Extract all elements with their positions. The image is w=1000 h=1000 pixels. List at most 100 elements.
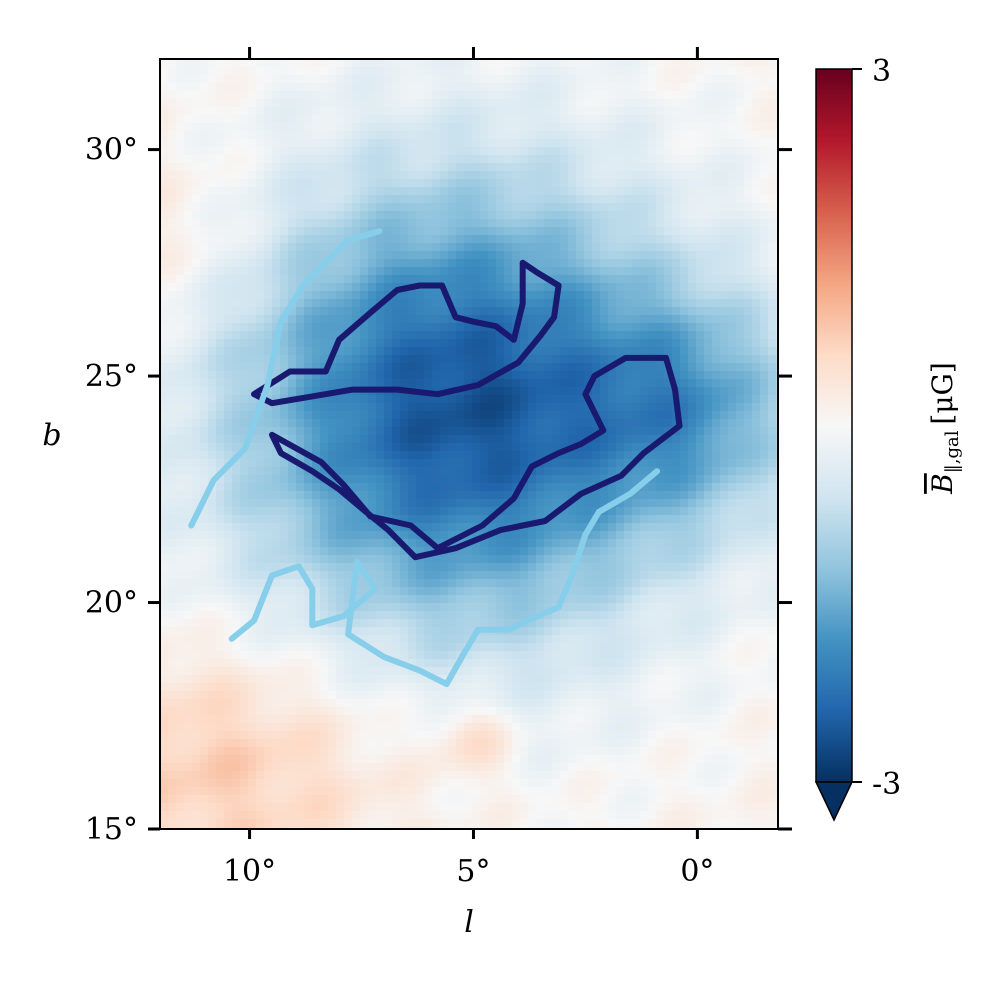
heatmap-cell <box>376 283 385 292</box>
heatmap-cell <box>704 363 713 372</box>
heatmap-cell <box>552 523 561 532</box>
heatmap-cell <box>736 443 745 452</box>
heatmap-cell <box>472 467 481 476</box>
heatmap-cell <box>312 83 321 92</box>
heatmap-cell <box>640 275 649 284</box>
heatmap-cell <box>304 563 313 572</box>
heatmap-cell <box>696 123 705 132</box>
heatmap-cell <box>584 147 593 156</box>
heatmap-cell <box>576 427 585 436</box>
heatmap-cell <box>480 499 489 508</box>
heatmap-cell <box>360 251 369 260</box>
heatmap-cell <box>584 83 593 92</box>
heatmap-cell <box>216 315 225 324</box>
heatmap-cell <box>672 107 681 116</box>
heatmap-cell <box>672 187 681 196</box>
heatmap-cell <box>224 123 233 132</box>
heatmap-cell <box>160 563 169 572</box>
heatmap-cell <box>208 491 217 500</box>
heatmap-cell <box>624 243 633 252</box>
heatmap-cell <box>192 251 201 260</box>
heatmap-cell <box>400 467 409 476</box>
heatmap-cell <box>320 91 329 100</box>
heatmap-cell <box>704 315 713 324</box>
heatmap-cell <box>544 467 553 476</box>
heatmap-cell <box>360 59 369 68</box>
heatmap-cell <box>240 131 249 140</box>
heatmap-cell <box>376 363 385 372</box>
heatmap-cell <box>688 99 697 108</box>
heatmap-cell <box>632 315 641 324</box>
heatmap-cell <box>544 459 553 468</box>
heatmap-cell <box>712 203 721 212</box>
heatmap-cell <box>480 211 489 220</box>
heatmap-cell <box>656 155 665 164</box>
heatmap-cell <box>336 163 345 172</box>
heatmap-cell <box>640 115 649 124</box>
heatmap-cell <box>664 147 673 156</box>
heatmap-cell <box>704 387 713 396</box>
heatmap-cell <box>520 251 529 260</box>
heatmap-cell <box>400 59 409 68</box>
heatmap-cell <box>200 99 209 108</box>
heatmap-cell <box>432 523 441 532</box>
heatmap-cell <box>688 195 697 204</box>
heatmap-cell <box>640 99 649 108</box>
heatmap-cell <box>488 251 497 260</box>
heatmap-cell <box>280 155 289 164</box>
heatmap-cell <box>696 299 705 308</box>
heatmap-cell <box>608 243 617 252</box>
heatmap-cell <box>448 67 457 76</box>
heatmap-cell <box>288 155 297 164</box>
heatmap-cell <box>736 195 745 204</box>
heatmap-cell <box>208 547 217 556</box>
heatmap-cell <box>648 99 657 108</box>
heatmap-cell <box>248 307 257 316</box>
heatmap-cell <box>720 219 729 228</box>
heatmap-cell <box>400 347 409 356</box>
heatmap-cell <box>728 179 737 188</box>
heatmap-cell <box>552 91 561 100</box>
heatmap-cell <box>424 315 433 324</box>
heatmap-cell <box>600 91 609 100</box>
heatmap-cell <box>472 267 481 276</box>
heatmap-cell <box>472 75 481 84</box>
heatmap-cell <box>480 187 489 196</box>
heatmap-cell <box>568 347 577 356</box>
heatmap-cell <box>456 371 465 380</box>
heatmap-cell <box>520 147 529 156</box>
heatmap-cell <box>360 459 369 468</box>
heatmap-cell <box>288 531 297 540</box>
heatmap-cell <box>328 371 337 380</box>
heatmap-cell <box>368 475 377 484</box>
heatmap-cell <box>520 235 529 244</box>
heatmap-cell <box>520 371 529 380</box>
heatmap-cell <box>552 355 561 364</box>
heatmap-cell <box>544 235 553 244</box>
heatmap-cell <box>592 555 601 564</box>
heatmap-cell <box>704 459 713 468</box>
heatmap-cell <box>584 195 593 204</box>
heatmap-cell <box>312 515 321 524</box>
heatmap-cell <box>712 307 721 316</box>
heatmap-cell <box>544 131 553 140</box>
heatmap-cell <box>528 195 537 204</box>
heatmap-cell <box>536 395 545 404</box>
heatmap-cell <box>232 83 241 92</box>
heatmap-cell <box>544 99 553 108</box>
heatmap-cell <box>712 387 721 396</box>
heatmap-cell <box>576 59 585 68</box>
heatmap-cell <box>696 59 705 68</box>
heatmap-cell <box>504 555 513 564</box>
heatmap-cell <box>200 379 209 388</box>
heatmap-cell <box>392 347 401 356</box>
heatmap-cell <box>296 347 305 356</box>
heatmap-cell <box>712 363 721 372</box>
heatmap-cell <box>224 187 233 196</box>
heatmap-cell <box>512 459 521 468</box>
heatmap-cell <box>584 75 593 84</box>
heatmap-cell <box>336 139 345 148</box>
heatmap-cell <box>232 299 241 308</box>
heatmap-cell <box>696 523 705 532</box>
